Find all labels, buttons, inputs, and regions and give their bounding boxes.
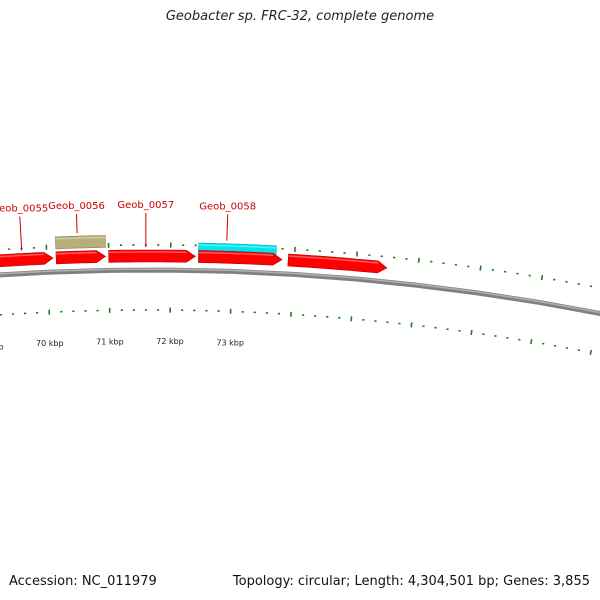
geob-0055-highlight [0, 253, 44, 258]
outer-tick-mark [417, 257, 420, 263]
tick-label: 69 kbp [0, 343, 4, 352]
gene-label-layer: Geob_0053Geob_0054Geob_0055Geob_0056Geob… [0, 200, 256, 251]
tick-label: 72 kbp [156, 337, 184, 346]
accession-text: Accession: NC_011979 [9, 574, 157, 589]
inner-tick-ring [0, 307, 593, 356]
geob-0055-cds-feature[interactable] [0, 252, 54, 268]
geob-0055-label[interactable]: Geob_0055 [0, 204, 48, 215]
inner-tick-mark [589, 349, 593, 356]
tick-label: 70 kbp [36, 339, 64, 348]
feature-layer [0, 235, 388, 274]
feature-4-highlight [55, 251, 97, 255]
backbone-layer [0, 267, 600, 317]
feature-8-highlight [288, 255, 379, 264]
inner-tick-mark [470, 329, 473, 336]
tick-label: 73 kbp [216, 338, 244, 347]
genome-backbone-highlight [0, 268, 600, 314]
geob-0055-label-leader [19, 216, 23, 251]
geob-0057-cds-feature[interactable] [108, 249, 196, 263]
geob-0058-highlight [198, 244, 277, 249]
geob-0056-label-leader [75, 214, 78, 234]
geob-0056-highlight [55, 236, 106, 240]
feature-7-highlight [198, 251, 274, 256]
inner-tick-mark [530, 339, 533, 345]
feature-4-cds-feature[interactable] [55, 250, 107, 265]
geob-0056-label[interactable]: Geob_0056 [48, 201, 105, 212]
geob-0058-label-leader [226, 214, 229, 241]
geob-0056-rna-feature[interactable] [54, 235, 106, 250]
feature-7-cds-feature[interactable] [198, 250, 283, 266]
feature-8-cds-feature[interactable] [287, 253, 388, 274]
genome-backbone [0, 267, 600, 317]
genome-title: Geobacter sp. FRC-32, complete genome [165, 9, 435, 24]
geob-0058-label[interactable]: Geob_0058 [199, 201, 256, 212]
tick-label: 71 kbp [96, 337, 124, 346]
geob-0057-label[interactable]: Geob_0057 [117, 200, 174, 211]
outer-tick-mark [540, 274, 544, 281]
inner-tick-mark [410, 322, 413, 328]
outer-tick-mark [479, 265, 482, 271]
genome-summary-text: Topology: circular; Length: 4,304,501 bp… [232, 574, 590, 589]
